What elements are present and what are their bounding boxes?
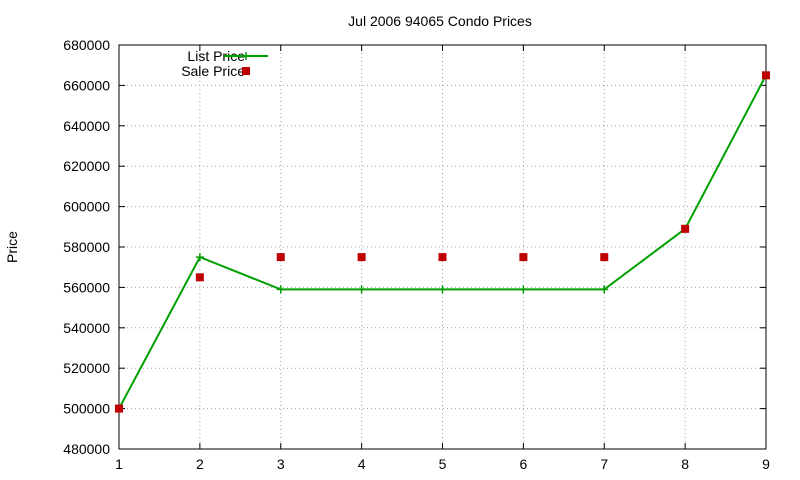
legend-square-swatch — [242, 67, 250, 75]
y-tick-label: 640000 — [63, 118, 110, 134]
sale-price-point — [681, 224, 690, 233]
sale-price-point — [519, 253, 528, 262]
y-tick-label: 600000 — [63, 199, 110, 215]
list-price-point — [519, 285, 528, 294]
x-tick-label: 3 — [277, 456, 285, 472]
chart-title: Jul 2006 94065 Condo Prices — [348, 13, 532, 29]
x-tick-label: 4 — [358, 456, 366, 472]
legend-cross-swatch — [242, 52, 250, 60]
x-tick-label: 7 — [600, 456, 608, 472]
list-price-point — [438, 285, 447, 294]
ticks-layer: 480000 500000 520000 540000 560000 580000 6000… — [63, 37, 770, 472]
list-price-point — [600, 285, 609, 294]
series-layer — [115, 71, 770, 413]
list-price-point — [357, 285, 366, 294]
list-price-point — [276, 285, 285, 294]
sale-price-point — [115, 404, 123, 413]
sale-price-point — [762, 71, 770, 80]
y-tick-label: 560000 — [63, 279, 110, 295]
sale-price-point — [276, 253, 285, 262]
y-tick-label: 660000 — [63, 77, 110, 93]
y-tick-label: 480000 — [63, 441, 110, 457]
legend-item: List Price — [187, 48, 268, 64]
grid-layer — [119, 45, 766, 449]
x-tick-label: 9 — [762, 456, 770, 472]
series-1 — [115, 71, 770, 413]
sale-price-point — [438, 253, 447, 262]
legend-item: Sale Price — [181, 63, 250, 79]
sale-price-point — [195, 273, 204, 282]
list-price-point — [195, 253, 204, 262]
y-tick-label: 580000 — [63, 239, 110, 255]
y-tick-label: 520000 — [63, 360, 110, 376]
y-tick-label: 500000 — [63, 401, 110, 417]
y-axis-label: Price — [4, 231, 20, 263]
y-tick-label: 540000 — [63, 320, 110, 336]
y-tick-label: 620000 — [63, 158, 110, 174]
legend-label: List Price — [187, 48, 245, 64]
x-tick-label: 1 — [115, 456, 123, 472]
sale-price-point — [357, 253, 366, 262]
x-tick-label: 8 — [681, 456, 689, 472]
x-tick-label: 6 — [519, 456, 527, 472]
y-tick-label: 680000 — [63, 37, 110, 53]
legend-label: Sale Price — [181, 63, 245, 79]
x-tick-label: 2 — [196, 456, 204, 472]
sale-price-point — [600, 253, 609, 262]
x-tick-label: 5 — [439, 456, 447, 472]
